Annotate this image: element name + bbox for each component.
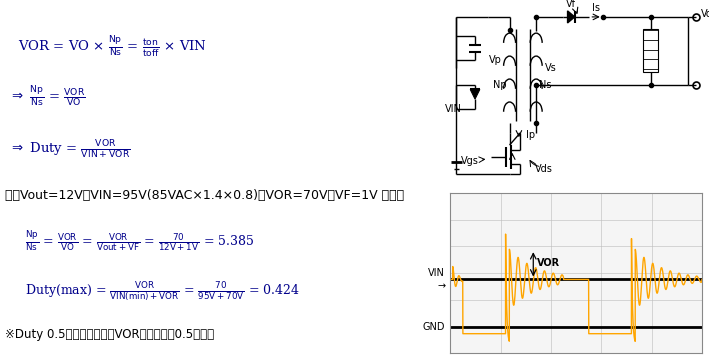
Polygon shape — [470, 90, 480, 99]
Text: VIN: VIN — [428, 268, 445, 278]
Text: Ns: Ns — [540, 79, 552, 90]
Text: 例：Vout=12V、VIN=95V(85VAC×1.4×0.8)、VOR=70V、VF=1V 那么：: 例：Vout=12V、VIN=95V(85VAC×1.4×0.8)、VOR=70… — [4, 189, 403, 202]
Text: Duty(max) = $\frac{\mathsf{VOR}}{\mathsf{VIN(min)+VOR}}$ = $\frac{\mathsf{70}}{\: Duty(max) = $\frac{\mathsf{VOR}}{\mathsf… — [25, 280, 300, 304]
Text: ※Duty 0.5以上时，将调整VOR，使其降脲0.5以下。: ※Duty 0.5以上时，将调整VOR，使其降脲0.5以下。 — [4, 328, 213, 341]
Text: Vout: Vout — [701, 10, 709, 19]
Text: Np: Np — [493, 79, 507, 90]
Text: $\frac{\mathsf{Np}}{\mathsf{Ns}}$ = $\frac{\mathsf{VOR}}{\mathsf{VO}}$ = $\frac{: $\frac{\mathsf{Np}}{\mathsf{Ns}}$ = $\fr… — [25, 229, 254, 254]
Text: Vgs: Vgs — [461, 156, 479, 166]
Text: $\Rightarrow$ Duty = $\frac{\mathsf{VOR}}{\mathsf{VIN + VOR}}$: $\Rightarrow$ Duty = $\frac{\mathsf{VOR}… — [9, 139, 130, 161]
Text: VOR: VOR — [537, 258, 560, 268]
Text: GND: GND — [423, 322, 445, 332]
Text: Ip: Ip — [525, 130, 535, 140]
Polygon shape — [568, 11, 575, 23]
Text: $\Rightarrow$ $\frac{\mathsf{Np}}{\mathsf{Ns}}$ = $\frac{\mathsf{VOR}}{\mathsf{V: $\Rightarrow$ $\frac{\mathsf{Np}}{\maths… — [9, 84, 86, 109]
Text: VOR = VO $\times$ $\frac{\mathsf{Np}}{\mathsf{Ns}}$ = $\frac{\mathsf{ton}}{\math: VOR = VO $\times$ $\frac{\mathsf{Np}}{\m… — [18, 34, 207, 59]
Text: Vp: Vp — [489, 55, 501, 66]
Bar — [642, 29, 659, 72]
Text: VIN: VIN — [445, 104, 462, 114]
Text: Vds: Vds — [535, 164, 553, 174]
Text: Vs: Vs — [545, 63, 557, 73]
Text: →: → — [437, 281, 445, 291]
Text: Is: Is — [592, 3, 600, 13]
Text: Vf: Vf — [566, 0, 576, 9]
